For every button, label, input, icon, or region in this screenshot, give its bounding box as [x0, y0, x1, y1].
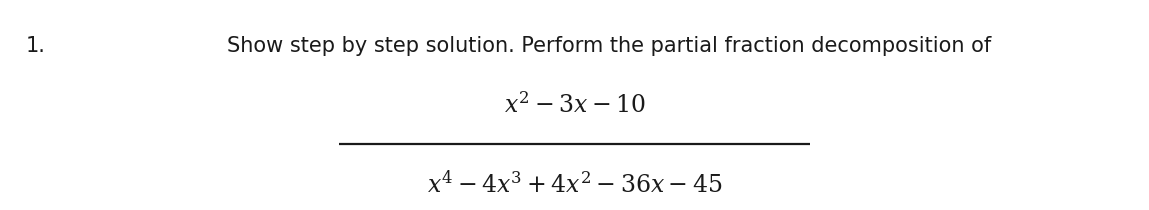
Text: $x^4 - 4x^3 + 4x^2 - 36x - 45$: $x^4 - 4x^3 + 4x^2 - 36x - 45$ [426, 172, 723, 198]
Text: 1.: 1. [25, 36, 45, 56]
Text: Show step by step solution. Perform the partial fraction decomposition of: Show step by step solution. Perform the … [226, 36, 992, 56]
Text: $x^2 - 3x - 10$: $x^2 - 3x - 10$ [503, 92, 646, 118]
